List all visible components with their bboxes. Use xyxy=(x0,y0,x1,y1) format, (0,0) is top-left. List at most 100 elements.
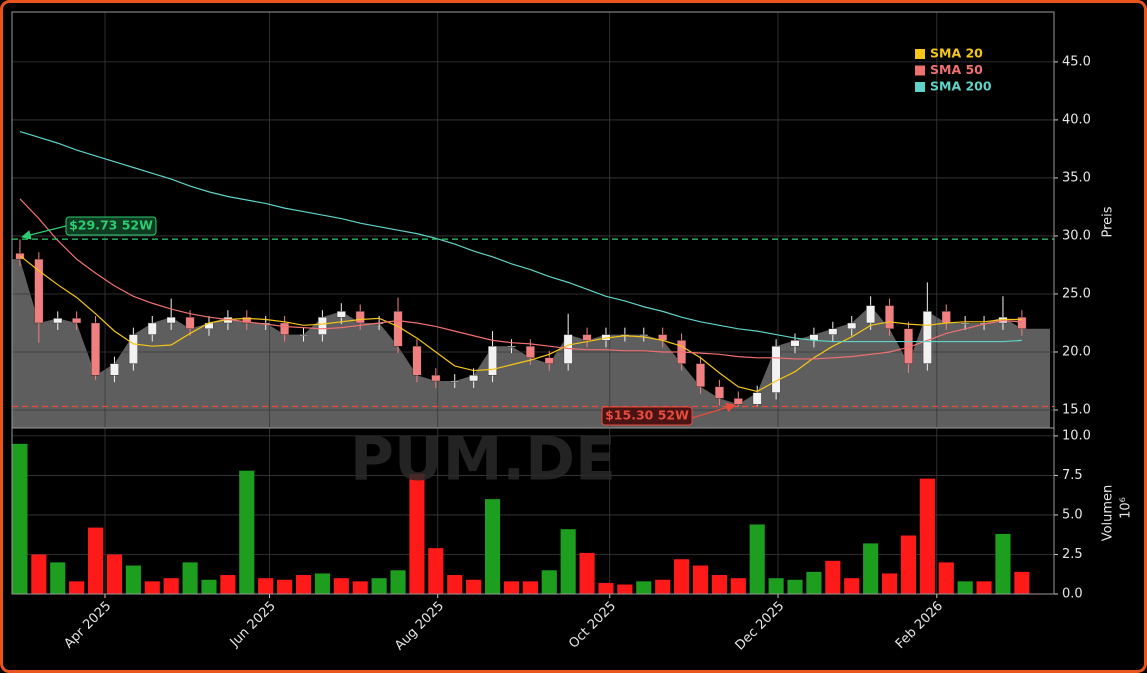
x-tick-label: Oct 2025 xyxy=(566,599,619,652)
candle-body xyxy=(336,311,346,318)
candle-body xyxy=(696,363,705,388)
volume-bar xyxy=(636,581,652,594)
volume-offset-label: 10⁶ xyxy=(1119,497,1134,519)
volume-bar xyxy=(106,554,123,594)
x-tick-label: Feb 2026 xyxy=(893,599,946,652)
candle-body xyxy=(412,345,422,376)
candle-body xyxy=(733,398,743,405)
candle-body xyxy=(128,334,138,364)
candle-body xyxy=(525,345,535,358)
y-tick-label: 7.5 xyxy=(1062,468,1083,483)
volume-bar xyxy=(881,573,898,594)
volume-bar xyxy=(239,470,255,594)
candle-body xyxy=(91,322,101,376)
x-tick-label: Dec 2025 xyxy=(733,599,788,654)
candle-body xyxy=(828,328,838,335)
y-tick-label: 30.0 xyxy=(1062,228,1091,243)
y-tick-label: 40.0 xyxy=(1062,112,1091,127)
volume-bar xyxy=(617,584,633,594)
volume-bar xyxy=(31,554,47,594)
volume-bar xyxy=(503,581,520,594)
candle-body xyxy=(242,316,252,324)
volume-bar xyxy=(50,562,66,594)
y-tick-label: 2.5 xyxy=(1062,547,1083,562)
candle-body xyxy=(431,375,441,382)
volume-bar xyxy=(314,573,330,594)
volume-bar xyxy=(976,581,992,594)
candle-body xyxy=(544,357,554,364)
volume-bar xyxy=(825,560,841,594)
volume-bar xyxy=(220,575,236,594)
candle-body xyxy=(639,334,649,336)
y-tick-label: 45.0 xyxy=(1062,54,1091,69)
candle-body xyxy=(771,345,781,393)
volume-bar xyxy=(806,571,822,594)
y-tick-label: 0.0 xyxy=(1062,587,1083,602)
volume-bar xyxy=(919,478,935,594)
candle-body xyxy=(110,363,119,376)
volume-bar xyxy=(12,443,28,594)
volume-bar xyxy=(182,562,198,594)
candle-body xyxy=(317,316,327,335)
candle-body xyxy=(469,375,479,382)
x-tick-label: Jun 2025 xyxy=(227,599,279,651)
candle-body xyxy=(582,334,592,341)
sma-line xyxy=(19,130,1022,343)
volume-bar xyxy=(938,562,954,594)
volume-bar xyxy=(768,578,784,594)
volume-bar xyxy=(428,548,444,594)
annotation-box xyxy=(601,406,693,426)
volume-bar xyxy=(390,570,406,594)
volume-bar xyxy=(655,579,671,594)
y-tick-label: 15.0 xyxy=(1062,403,1091,418)
volume-axis-label: Volumen xyxy=(1101,485,1116,542)
volume-frame xyxy=(11,427,1055,595)
candle-body xyxy=(299,334,308,336)
volume-bar xyxy=(371,578,387,594)
y-tick-label: 20.0 xyxy=(1062,344,1091,359)
volume-bar xyxy=(125,565,141,594)
candle-body xyxy=(53,318,63,324)
close-area xyxy=(12,259,1050,428)
volume-bar xyxy=(692,565,709,594)
x-tick-label: Apr 2025 xyxy=(61,599,114,652)
volume-bar xyxy=(598,582,614,594)
volume-bar xyxy=(87,527,104,594)
x-tick-label: Aug 2025 xyxy=(392,599,447,654)
volume-bar xyxy=(201,579,217,594)
volume-bar xyxy=(333,578,349,594)
candle-body xyxy=(941,311,951,324)
volume-bar xyxy=(711,575,727,594)
volume-bar xyxy=(579,552,595,594)
annotation-label: $15.30 52W xyxy=(605,408,689,423)
candle-body xyxy=(204,322,214,329)
legend-swatch xyxy=(915,82,925,92)
candle-body xyxy=(752,392,762,405)
candle-body xyxy=(147,322,157,335)
candle-body xyxy=(450,380,460,383)
volume-bar xyxy=(277,579,293,594)
volume-bar xyxy=(674,559,690,594)
candle-body xyxy=(922,311,932,364)
candle-body xyxy=(185,316,195,329)
annotation-arrow xyxy=(691,402,736,419)
y-tick-label: 25.0 xyxy=(1062,286,1091,301)
y-tick-label: 35.0 xyxy=(1062,170,1091,185)
y-tick-label: 10.0 xyxy=(1062,428,1091,443)
volume-bar xyxy=(787,579,803,594)
volume-bar xyxy=(844,578,860,594)
volume-bar xyxy=(295,575,312,594)
candle-body xyxy=(960,322,970,325)
price-axis-label: Preis xyxy=(1101,206,1116,237)
volume-bar xyxy=(995,533,1011,594)
volume-bar xyxy=(1014,571,1030,594)
volume-bar xyxy=(447,575,463,594)
candle-body xyxy=(506,345,516,348)
volume-bar xyxy=(144,581,160,594)
sma-line xyxy=(19,255,1022,393)
volume-bar xyxy=(466,579,482,594)
volume-bar xyxy=(863,543,879,594)
